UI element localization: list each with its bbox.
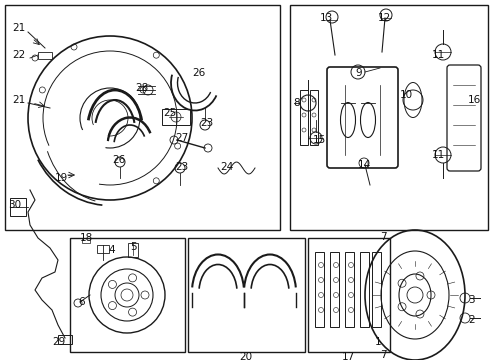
Text: 11: 11 bbox=[432, 50, 445, 60]
Text: 12: 12 bbox=[378, 13, 391, 23]
Bar bbox=[82, 238, 90, 243]
Bar bbox=[188, 238, 305, 352]
Text: 23: 23 bbox=[200, 118, 213, 128]
Text: 25: 25 bbox=[163, 108, 176, 118]
Bar bbox=[5, 5, 280, 230]
Text: 27: 27 bbox=[175, 133, 188, 143]
Bar bbox=[97, 245, 109, 253]
Text: 30: 30 bbox=[8, 200, 21, 210]
Bar bbox=[38, 52, 52, 59]
Text: 21: 21 bbox=[12, 95, 25, 105]
Wedge shape bbox=[49, 118, 110, 185]
Text: 28: 28 bbox=[135, 83, 148, 93]
Text: 6: 6 bbox=[78, 297, 85, 307]
Text: 21: 21 bbox=[12, 23, 25, 33]
Bar bbox=[360, 252, 369, 327]
Bar bbox=[308, 238, 390, 352]
Bar bbox=[310, 90, 318, 145]
Text: 15: 15 bbox=[313, 135, 326, 145]
Text: 3: 3 bbox=[468, 295, 475, 305]
Text: 5: 5 bbox=[130, 242, 137, 252]
Bar bbox=[128, 243, 138, 257]
Text: 4: 4 bbox=[108, 245, 115, 255]
Text: 24: 24 bbox=[220, 162, 233, 172]
Text: 26: 26 bbox=[112, 155, 125, 165]
Text: 22: 22 bbox=[12, 50, 25, 60]
Text: 29: 29 bbox=[52, 337, 65, 347]
Bar bbox=[300, 90, 308, 145]
Text: 14: 14 bbox=[358, 160, 371, 170]
Text: 8: 8 bbox=[293, 98, 299, 108]
Bar bbox=[345, 252, 354, 327]
Text: 1: 1 bbox=[375, 337, 382, 347]
Bar bbox=[330, 252, 339, 327]
Text: 10: 10 bbox=[400, 90, 413, 100]
Text: 16: 16 bbox=[468, 95, 481, 105]
Text: 11: 11 bbox=[432, 150, 445, 160]
Bar bbox=[58, 335, 72, 344]
Text: 2: 2 bbox=[468, 315, 475, 325]
Bar bbox=[162, 109, 190, 125]
Text: 26: 26 bbox=[192, 68, 205, 78]
Text: 20: 20 bbox=[240, 352, 252, 360]
Text: 19: 19 bbox=[55, 173, 68, 183]
Bar bbox=[315, 252, 324, 327]
Bar bbox=[290, 5, 488, 230]
Text: 9: 9 bbox=[355, 68, 362, 78]
Bar bbox=[10, 198, 26, 216]
Text: 13: 13 bbox=[320, 13, 333, 23]
Text: 17: 17 bbox=[342, 352, 355, 360]
Bar bbox=[372, 252, 381, 327]
Text: 18: 18 bbox=[80, 233, 93, 243]
Text: 7: 7 bbox=[380, 232, 386, 242]
Text: 23: 23 bbox=[175, 162, 188, 172]
Text: 7: 7 bbox=[380, 350, 386, 360]
Bar bbox=[70, 238, 185, 352]
